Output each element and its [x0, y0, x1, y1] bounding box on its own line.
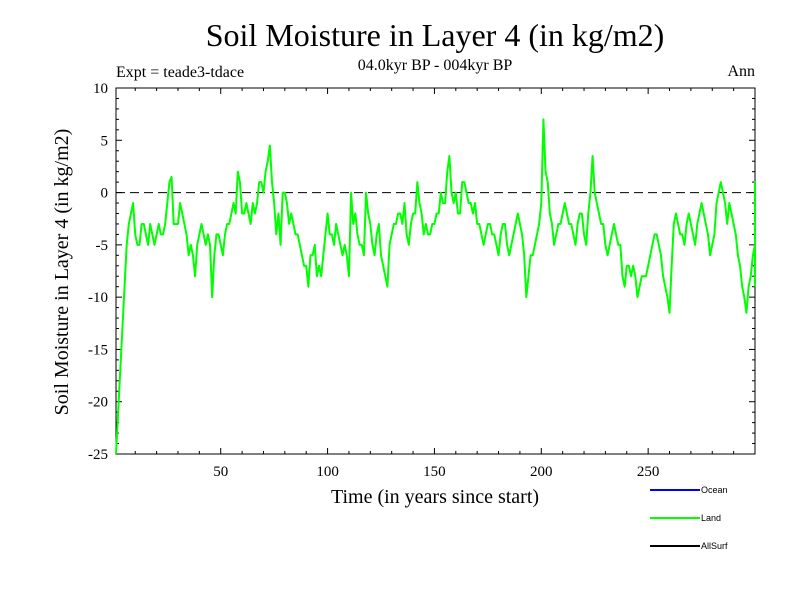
period-label: 04.0kyr BP - 004kyr BP [358, 57, 513, 74]
season-label: Ann [727, 63, 755, 80]
y-tick-label: 5 [101, 133, 109, 149]
x-tick-label: 150 [423, 464, 446, 480]
x-axis-label: Time (in years since start) [331, 486, 539, 508]
series-line-land [115, 118, 756, 455]
y-tick-label: -15 [88, 342, 108, 358]
x-tick-label: 250 [637, 464, 660, 480]
legend: Ocean Land AllSurf [650, 485, 728, 551]
y-axis-label: Soil Moisture in Layer 4 (in kg/m2) [51, 129, 73, 416]
x-tick-label: 50 [213, 464, 228, 480]
x-tick-label: 100 [316, 464, 339, 480]
experiment-label: Expt = teade3-tdace [116, 64, 244, 81]
y-tick-label: -20 [88, 395, 108, 411]
legend-label-land: Land [701, 513, 721, 523]
y-tick-label: -10 [88, 290, 108, 306]
y-tick-label: 0 [101, 186, 109, 202]
chart-title: Soil Moisture in Layer 4 (in kg/m2) [206, 17, 665, 53]
y-tick-label: -25 [88, 447, 108, 463]
legend-label-allsurf: AllSurf [701, 541, 728, 551]
x-tick-label: 200 [530, 464, 553, 480]
legend-label-ocean: Ocean [701, 485, 728, 495]
y-tick-label: 10 [93, 81, 108, 97]
y-tick-label: -5 [96, 238, 109, 254]
